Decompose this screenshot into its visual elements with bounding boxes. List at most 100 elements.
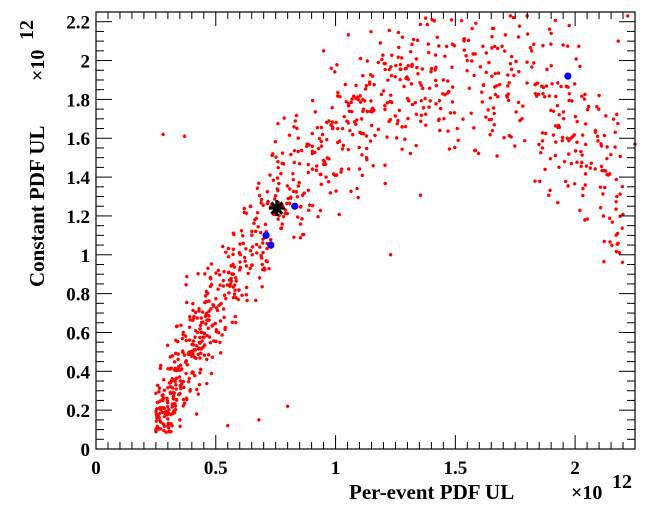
trial-point	[428, 99, 433, 103]
trial-point	[621, 212, 625, 217]
trial-point	[240, 293, 244, 298]
trial-point	[165, 396, 169, 401]
trial-point	[418, 22, 423, 27]
trial-point	[394, 63, 398, 68]
trial-point	[363, 87, 368, 91]
trial-point	[205, 381, 209, 386]
trial-point	[616, 39, 621, 43]
trial-point	[232, 283, 237, 287]
trial-point	[216, 287, 220, 291]
trial-point	[473, 148, 478, 153]
trial-point	[342, 114, 347, 119]
trial-point	[170, 402, 175, 406]
trial-point	[202, 353, 207, 358]
trial-point	[229, 264, 233, 268]
trial-point	[538, 179, 542, 184]
trial-point	[194, 412, 199, 416]
selected-point	[262, 231, 270, 239]
trial-point	[570, 134, 575, 139]
trial-point	[279, 171, 283, 176]
trial-point	[560, 138, 565, 143]
trial-point	[240, 233, 245, 238]
trial-point	[208, 276, 213, 281]
trial-point	[450, 85, 455, 89]
trial-point	[572, 82, 577, 86]
trial-point	[265, 246, 269, 251]
trial-point	[314, 168, 319, 173]
trial-point	[155, 383, 160, 388]
trial-point	[174, 387, 178, 391]
trial-point	[546, 193, 551, 198]
trial-point	[250, 229, 254, 234]
trial-point	[489, 117, 494, 122]
trial-point	[211, 302, 215, 307]
trial-point	[324, 175, 328, 179]
trial-point	[221, 284, 226, 288]
trial-point	[400, 35, 405, 40]
trial-point	[604, 114, 608, 118]
trial-point	[405, 75, 409, 79]
trial-point	[321, 162, 326, 167]
trial-point	[421, 106, 426, 110]
trial-point	[386, 78, 390, 82]
trial-point	[316, 146, 321, 151]
trial-point	[319, 182, 324, 187]
trial-point	[317, 136, 322, 141]
trial-point	[209, 282, 214, 287]
trial-point	[346, 121, 351, 125]
trial-point	[186, 352, 191, 356]
trial-point	[432, 19, 437, 23]
trial-point	[203, 272, 207, 276]
trial-point	[268, 173, 272, 177]
trial-point	[404, 66, 409, 71]
trial-point	[420, 86, 425, 91]
trial-point	[387, 119, 391, 124]
trial-point	[473, 52, 478, 56]
trial-point	[248, 248, 253, 253]
trial-point	[464, 53, 468, 58]
trial-point	[356, 97, 361, 102]
trial-point	[242, 210, 247, 215]
trial-point	[605, 156, 609, 161]
trial-point	[490, 34, 494, 39]
trial-point	[244, 211, 249, 216]
trial-point	[178, 368, 183, 372]
trial-point	[244, 293, 249, 297]
trial-point	[437, 128, 442, 133]
trial-point	[540, 146, 545, 150]
trial-point	[494, 83, 499, 88]
trial-point	[484, 115, 488, 119]
trial-point	[208, 340, 213, 345]
trial-point	[469, 111, 474, 115]
trial-point	[199, 316, 204, 320]
trial-point	[160, 410, 165, 415]
trial-point	[618, 192, 622, 196]
trial-point	[232, 292, 237, 296]
trial-point	[596, 107, 601, 112]
trial-point	[296, 149, 300, 154]
trial-point	[259, 253, 263, 258]
trial-point	[367, 80, 372, 84]
trial-point	[418, 119, 423, 124]
trial-point	[595, 134, 600, 139]
trial-point	[225, 423, 230, 428]
trial-point	[181, 397, 186, 402]
trial-point	[598, 205, 603, 210]
trial-point	[593, 130, 598, 135]
trial-point	[393, 114, 398, 118]
trial-point	[358, 56, 363, 61]
trial-point	[191, 339, 196, 343]
trial-point	[414, 112, 419, 117]
trial-point	[418, 80, 422, 85]
trial-point	[452, 145, 457, 150]
x-tick-label: 1.5	[443, 458, 467, 479]
trial-point	[434, 65, 438, 70]
trial-point	[202, 300, 207, 305]
trial-point	[335, 62, 339, 67]
trial-point	[198, 356, 202, 360]
trial-point	[456, 138, 461, 143]
trial-point	[415, 65, 419, 70]
trial-point	[273, 139, 278, 144]
trial-point	[419, 83, 424, 88]
trial-point	[310, 151, 315, 156]
